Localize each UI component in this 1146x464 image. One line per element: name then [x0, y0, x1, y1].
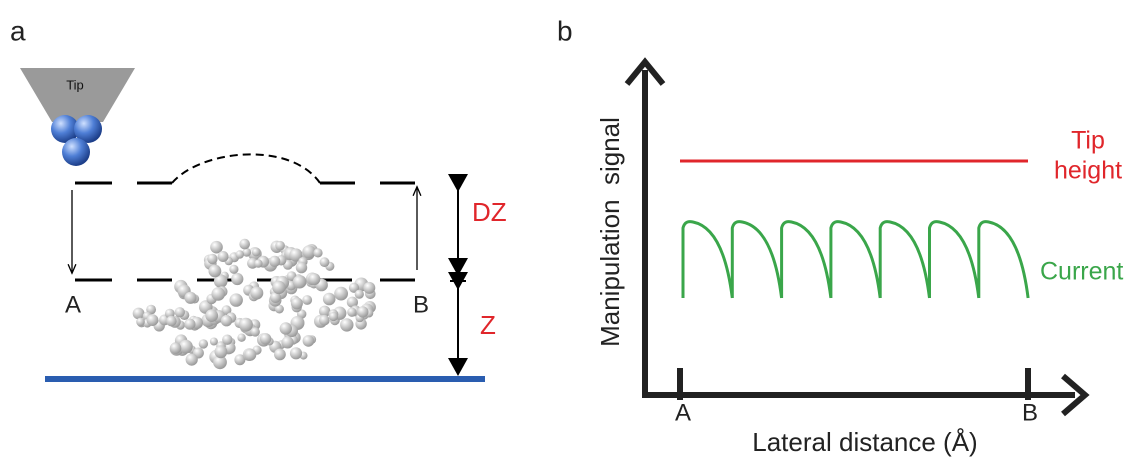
atom	[132, 307, 145, 320]
atom	[238, 317, 253, 332]
atom	[185, 353, 198, 366]
atom	[184, 291, 197, 304]
atom	[348, 282, 360, 293]
tip-height-label: height	[1054, 157, 1122, 185]
point-label: B	[413, 291, 429, 318]
atom	[184, 318, 196, 330]
tip-shape	[20, 68, 135, 122]
tip-atom	[62, 138, 90, 166]
atom	[237, 333, 246, 342]
atom	[146, 314, 159, 326]
atom	[274, 304, 284, 314]
atom	[292, 275, 306, 289]
atom	[211, 287, 226, 301]
atom	[281, 336, 294, 349]
tip-path	[75, 181, 415, 282]
atom	[313, 248, 323, 258]
atom	[302, 295, 313, 305]
atom	[213, 274, 228, 289]
atom	[270, 292, 281, 303]
atom	[198, 339, 209, 349]
atom	[222, 334, 233, 345]
atom	[295, 261, 308, 274]
current-label: Current	[1040, 258, 1123, 286]
y-axis-title: Manipulation signal	[595, 117, 625, 347]
atom	[250, 286, 264, 300]
atom	[363, 281, 376, 294]
tip-atom	[74, 115, 102, 143]
atom	[269, 255, 281, 267]
atom	[319, 305, 331, 317]
atom	[229, 264, 239, 274]
atom	[166, 315, 177, 327]
atom	[174, 307, 185, 318]
atom	[239, 238, 250, 250]
atom	[221, 305, 232, 316]
atom	[274, 348, 286, 361]
tip-atom	[51, 115, 79, 143]
atom	[169, 342, 182, 354]
atom	[308, 273, 321, 286]
atom	[328, 311, 339, 322]
z-label: Z	[480, 310, 496, 340]
atom	[214, 345, 228, 359]
panel-label: b	[557, 15, 573, 46]
atom	[275, 240, 285, 251]
atom	[242, 247, 252, 257]
atom	[272, 280, 286, 295]
atom	[229, 293, 243, 307]
height-arrows	[448, 174, 468, 376]
point-label: B	[1022, 399, 1038, 426]
atom	[290, 297, 303, 310]
atom	[340, 318, 354, 332]
atom	[347, 307, 357, 317]
atom	[209, 337, 218, 346]
atom	[217, 251, 229, 262]
atom	[205, 309, 219, 322]
atom	[279, 322, 292, 335]
atom	[319, 257, 330, 268]
point-label: A	[675, 399, 691, 426]
atom	[179, 339, 193, 354]
molecule	[132, 238, 376, 370]
atom	[319, 314, 330, 326]
x-axis-title: Lateral distance (Å)	[752, 427, 977, 457]
x-axis-arrow	[1061, 373, 1090, 417]
atom	[354, 289, 364, 299]
atom	[244, 348, 257, 361]
point-label: A	[65, 291, 81, 318]
surface	[45, 376, 485, 382]
panel-label: a	[10, 15, 26, 46]
atom	[302, 335, 315, 347]
atom	[235, 250, 244, 259]
atom	[289, 248, 303, 262]
atom	[346, 296, 358, 308]
atom	[234, 354, 246, 366]
atom	[254, 259, 263, 268]
atom	[250, 327, 260, 337]
atom	[220, 315, 233, 327]
atom	[207, 253, 218, 265]
atom	[334, 286, 348, 301]
y-axis-arrow	[624, 57, 666, 86]
atom	[136, 317, 145, 327]
atom	[289, 347, 303, 360]
atom	[251, 248, 261, 257]
tip-label: Tip	[66, 77, 84, 92]
atom	[213, 355, 227, 370]
atom	[210, 240, 223, 254]
tip-height-label: Tip	[1071, 127, 1105, 155]
atom	[231, 272, 244, 286]
dz-label: DZ	[472, 197, 507, 227]
atom	[322, 292, 336, 306]
atom	[302, 245, 316, 259]
atom	[208, 264, 222, 278]
atom	[259, 333, 272, 345]
current-curve	[681, 220, 1030, 299]
tip-path-bump	[171, 153, 321, 184]
atom	[357, 306, 369, 318]
